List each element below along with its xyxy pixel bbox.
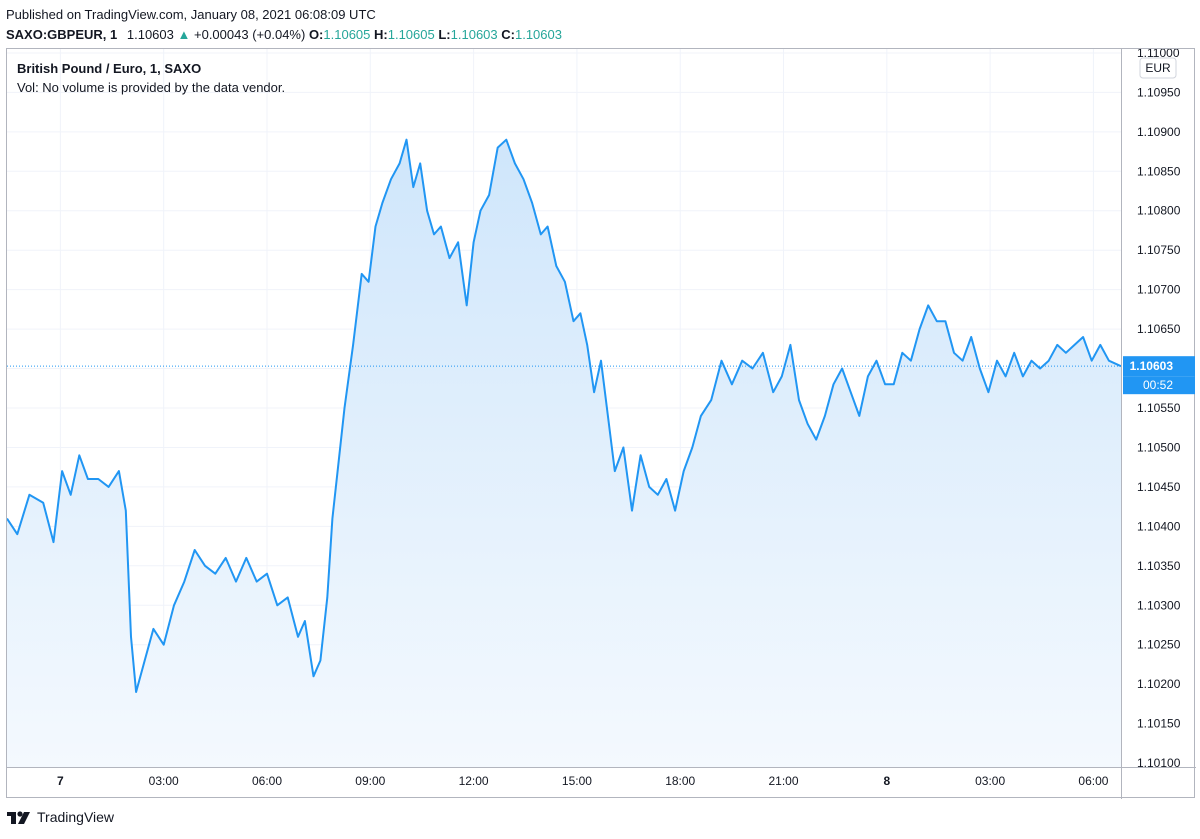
y-tick-label: 1.10250 [1137,638,1181,652]
price-tag-label: 1.10603 [1130,359,1174,373]
y-tick-label: 1.10800 [1137,204,1181,218]
x-tick-label: 18:00 [665,774,695,788]
close-label: C: [501,27,515,42]
y-tick-label: 1.10200 [1137,677,1181,691]
footer-branding[interactable]: TradingView [6,808,114,826]
y-tick-label: 1.10350 [1137,559,1181,573]
published-line: Published on TradingView.com, January 08… [6,7,376,22]
legend-title: British Pound / Euro, 1, SAXO [17,61,202,76]
countdown-box [1123,376,1195,395]
x-tick-label: 8 [883,774,890,788]
x-tick-label: 15:00 [562,774,592,788]
up-arrow-icon: ▲ [177,27,191,42]
y-tick-label: 1.10750 [1137,243,1181,257]
symbol-ohlc-bar: SAXO:GBPEUR, 1 1.10603 ▲ +0.00043 (+0.04… [6,27,562,42]
x-tick-label: 03:00 [975,774,1005,788]
low-value: 1.10603 [450,27,498,42]
open-label: O: [308,27,324,42]
currency-box [1139,57,1177,79]
last-price: 1.10603 [126,27,174,42]
x-tick-label: 06:00 [1078,774,1108,788]
y-tick-label: 1.10400 [1137,519,1181,533]
y-tick-label: 1.10950 [1137,85,1181,99]
high-value: 1.10605 [387,27,435,42]
low-label: L: [438,27,451,42]
x-tick-label: 03:00 [149,774,179,788]
y-tick-label: 1.10550 [1137,401,1181,415]
x-tick-label: 7 [57,774,64,788]
chart-frame[interactable]: 1.11000 1.10950 1.10900 1.10850 1.10800 1.107… [6,48,1196,799]
symbol-label: SAXO:GBPEUR, 1 [6,27,118,42]
x-tick-label: 12:00 [459,774,489,788]
y-tick-label: 1.11000 [1137,49,1180,60]
y-tick-label: 1.10150 [1137,717,1181,731]
currency-label: EUR [1145,61,1171,75]
high-label: H: [374,27,388,42]
tradingview-logo-icon [7,811,30,824]
open-value: 1.10605 [323,27,371,42]
close-value: 1.10603 [514,27,562,42]
y-tick-label: 1.10300 [1137,598,1181,612]
y-tick-label: 1.10700 [1137,283,1181,297]
price-chart[interactable]: 1.11000 1.10950 1.10900 1.10850 1.10800 1.107… [7,49,1196,799]
y-tick-label: 1.10450 [1137,480,1181,494]
y-tick-label: 1.10650 [1137,322,1181,336]
price-change: +0.00043 (+0.04%) [194,27,306,42]
x-tick-label: 21:00 [769,774,799,788]
chart-legend: British Pound / Euro, 1, SAXO Vol: No vo… [17,61,285,95]
y-tick-label: 1.10500 [1137,440,1181,454]
y-tick-label: 1.10900 [1137,125,1181,139]
x-tick-label: 06:00 [252,774,282,788]
y-tick-label: 1.10850 [1137,164,1181,178]
price-line [7,138,1122,693]
y-tick-label: 1.10100 [1137,756,1181,770]
countdown-label: 00:52 [1143,378,1173,392]
brand-name: TradingView [37,809,115,825]
price-tag-box [1123,356,1195,377]
price-area-fill [7,139,1121,767]
x-tick-label: 09:00 [355,774,385,788]
volume-note: Vol: No volume is provided by the data v… [17,80,286,95]
